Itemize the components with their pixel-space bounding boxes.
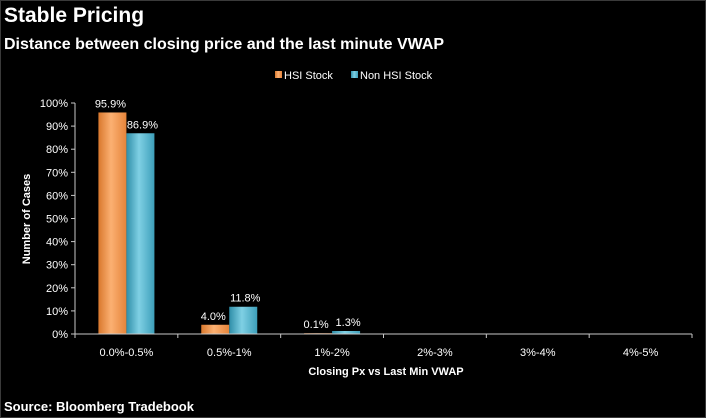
y-tick-label: 0% xyxy=(52,329,68,341)
bar-non-hsi xyxy=(126,133,155,334)
data-label-hsi: 95.9% xyxy=(95,98,126,110)
bar-series: 95.9% 4.0% 0.1% 86.9% 11.8% 1.3% xyxy=(95,98,361,334)
chart-subtitle: Distance between closing price and the l… xyxy=(4,36,445,53)
data-label-non-hsi: 11.8% xyxy=(230,293,261,305)
x-tick-label: 3%-4% xyxy=(520,347,556,359)
data-label-non-hsi: 86.9% xyxy=(127,119,158,131)
legend-label-hsi: HSI Stock xyxy=(284,70,333,82)
x-tick-label: 0.0%-0.5% xyxy=(100,347,154,359)
y-tick-label: 20% xyxy=(46,283,68,295)
bar-hsi xyxy=(98,112,127,334)
x-tick-label: 0.5%-1% xyxy=(207,347,252,359)
y-tick-label: 90% xyxy=(46,121,68,133)
legend-label-non-hsi: Non HSI Stock xyxy=(360,70,433,82)
y-tick-label: 70% xyxy=(46,167,68,179)
y-tick-label: 40% xyxy=(46,237,68,249)
y-tick-label: 10% xyxy=(46,306,68,318)
x-tick-label: 2%-3% xyxy=(417,347,453,359)
y-tick-label: 100% xyxy=(40,98,68,110)
data-label-non-hsi: 1.3% xyxy=(336,317,361,329)
y-axis-ticks: 0% 10% 20% 30% 40% 50% 60% 70% 80% 90% 100% xyxy=(40,98,75,341)
x-axis-ticks: 0.0%-0.5% 0.5%-1% 1%-2% 2%-3% 3%-4% 4%-5% xyxy=(74,334,693,359)
y-axis-label: Number of Cases xyxy=(21,174,33,264)
source-note: Source: Bloomberg Tradebook xyxy=(4,399,194,414)
data-label-hsi: 4.0% xyxy=(201,311,226,323)
data-label-hsi: 0.1% xyxy=(304,319,329,331)
bar-hsi xyxy=(201,324,230,334)
x-tick-label: 1%-2% xyxy=(314,347,350,359)
page-title: Stable Pricing xyxy=(4,4,145,27)
x-tick-label: 4%-5% xyxy=(623,347,659,359)
x-axis-label: Closing Px vs Last Min VWAP xyxy=(308,366,463,378)
legend-swatch-non-hsi xyxy=(351,71,358,78)
chart-legend: HSI Stock Non HSI Stock xyxy=(275,70,433,82)
y-tick-label: 30% xyxy=(46,260,68,272)
y-tick-label: 60% xyxy=(46,190,68,202)
bar-non-hsi xyxy=(332,330,361,334)
y-tick-label: 80% xyxy=(46,144,68,156)
legend-swatch-hsi xyxy=(275,71,282,78)
bar-non-hsi xyxy=(229,306,258,334)
y-tick-label: 50% xyxy=(46,214,68,226)
